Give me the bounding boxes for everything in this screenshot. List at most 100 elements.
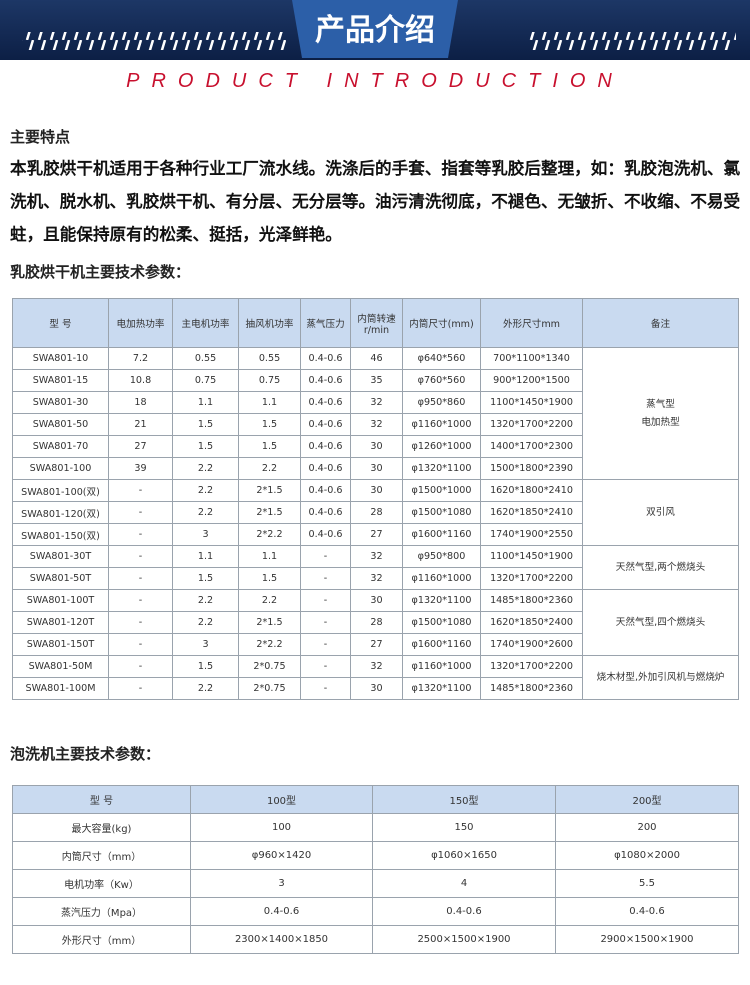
cell: SWA801-150(双) (12, 523, 109, 546)
cell: 0.4-0.6 (300, 479, 351, 502)
cell: - (300, 589, 351, 612)
cell: 32 (350, 391, 403, 414)
washer-table: 型 号 100型 150型 200型 最大容量(kg) 100 150 200 内筒尺寸（mm… (12, 785, 739, 954)
header-cell: 型 号 (12, 785, 191, 814)
cell: SWA801-30 (12, 391, 109, 414)
cell: 1620*1850*2400 (480, 611, 583, 634)
cell: SWA801-120(双) (12, 501, 109, 524)
cell: φ1160*1000 (402, 655, 481, 678)
cell: 18 (108, 391, 173, 414)
header-cell: 100型 (190, 785, 373, 814)
cell: 0.4-0.6 (300, 413, 351, 436)
cell: SWA801-100M (12, 677, 109, 700)
remark-cell: 烧木材型,外加引风机与燃烧炉 (582, 655, 739, 700)
cell: φ950*800 (402, 545, 481, 568)
cell: 0.4-0.6 (300, 435, 351, 458)
data-row: SWA801-100M -2.2 2*0.75-30 φ1320*1100 1485*1… (12, 677, 739, 700)
cell: 2*1.5 (238, 479, 301, 502)
cell: 2*0.75 (238, 655, 301, 678)
header-row: 型 号电加热功率 主电机功率 抽风机功率 蒸气压力 内筒转速 r/min 内筒尺寸(mm) 外… (12, 298, 739, 348)
cell: 1485*1800*2360 (480, 589, 583, 612)
cell: - (108, 567, 173, 590)
dryer-heading: 乳胶烘干机主要技术参数： (10, 263, 191, 281)
cell: 0.4-0.6 (300, 391, 351, 414)
cell: 2*0.75 (238, 677, 301, 700)
cell: SWA801-30T (12, 545, 109, 568)
features-heading: 主要特点 (10, 128, 71, 146)
cell: SWA801-100 (12, 457, 109, 480)
cell: 1.5 (238, 567, 301, 590)
cell: - (300, 677, 351, 700)
cell: 3 (172, 523, 239, 546)
cell: φ1600*1160 (402, 523, 481, 546)
stripes-right (528, 32, 736, 50)
cell: 200 (555, 813, 739, 842)
cell: - (300, 655, 351, 678)
cell: 28 (350, 611, 403, 634)
cell: 2.2 (238, 457, 301, 480)
data-row: SWA801-10 7.2 0.55 0.55 0.4-0.6 46 φ640*560 700… (12, 347, 739, 480)
cell: - (108, 545, 173, 568)
cell: 1.1 (172, 545, 239, 568)
cell: SWA801-100(双) (12, 479, 109, 502)
cell: 32 (350, 655, 403, 678)
remark-line: 双引风 (646, 506, 675, 518)
cell: φ1320*1100 (402, 589, 481, 612)
cell: SWA801-50 (12, 413, 109, 436)
cell: φ640*560 (402, 347, 481, 370)
cell: 2.2 (172, 589, 239, 612)
cell: - (108, 655, 173, 678)
cell: 30 (350, 435, 403, 458)
cell: 32 (350, 567, 403, 590)
cell: φ1320*1100 (402, 457, 481, 480)
cell: 10.8 (108, 369, 173, 392)
data-row: SWA801-100T -2.2 2.2-30 φ1320*1100 1485*1800… (12, 589, 739, 656)
cell: 27 (350, 523, 403, 546)
cell: 最大容量(kg) (12, 813, 191, 842)
cell: 0.4-0.6 (300, 501, 351, 524)
data-row: SWA801-150(双) -3 2*2.2 0.4-0.6 27 φ1600*1160 1… (12, 523, 739, 546)
cell: φ1320*1100 (402, 677, 481, 700)
data-row: SWA801-70 27 1.5 1.5 0.4-0.6 30 φ1260*1000 1400… (12, 435, 739, 458)
remark-line: 电加热型 (641, 416, 680, 428)
cell: 1.1 (172, 391, 239, 414)
cell: SWA801-150T (12, 633, 109, 656)
cell: 蒸汽压力（Mpa） (12, 897, 191, 926)
cell: 1620*1800*2410 (480, 479, 583, 502)
cell: 27 (350, 633, 403, 656)
cell: - (108, 479, 173, 502)
washer-heading: 泡洗机主要技术参数： (10, 745, 161, 763)
cell: 2.2 (172, 501, 239, 524)
cell: φ1160*1000 (402, 413, 481, 436)
cell: 0.4-0.6 (300, 457, 351, 480)
cell: 2*2.2 (238, 633, 301, 656)
cell: 1.5 (172, 413, 239, 436)
cell: 1.1 (238, 391, 301, 414)
cell: 21 (108, 413, 173, 436)
data-row: 蒸汽压力（Mpa） 0.4-0.6 0.4-0.6 0.4-0.6 (12, 897, 739, 926)
remark-cell: 天然气型,两个燃烧头 (582, 545, 739, 590)
header-cell: 抽风机功率 (238, 298, 301, 348)
cell: 39 (108, 457, 173, 480)
cell: φ1160*1000 (402, 567, 481, 590)
data-row: SWA801-120(双) -2.2 2*1.5 0.4-0.6 28 φ1500*108… (12, 501, 739, 524)
cell: SWA801-120T (12, 611, 109, 634)
cell: φ1500*1000 (402, 479, 481, 502)
page-title: 产品介绍 (315, 13, 435, 48)
cell: 0.75 (172, 369, 239, 392)
cell: 外形尺寸（mm） (12, 925, 191, 954)
cell: 0.75 (238, 369, 301, 392)
cell: φ1260*1000 (402, 435, 481, 458)
cell: - (108, 523, 173, 546)
remark-line: 蒸气型 (646, 398, 675, 410)
cell: - (108, 611, 173, 634)
cell: 0.4-0.6 (300, 369, 351, 392)
cell: 3 (172, 633, 239, 656)
cell: 2300×1400×1850 (190, 925, 373, 954)
cell: 2.2 (238, 589, 301, 612)
cell: 2.2 (172, 479, 239, 502)
data-row: SWA801-15 10.8 0.75 0.75 0.4-0.6 35 φ760*560 90… (12, 369, 739, 392)
cell: 1485*1800*2360 (480, 677, 583, 700)
cell: φ950*860 (402, 391, 481, 414)
